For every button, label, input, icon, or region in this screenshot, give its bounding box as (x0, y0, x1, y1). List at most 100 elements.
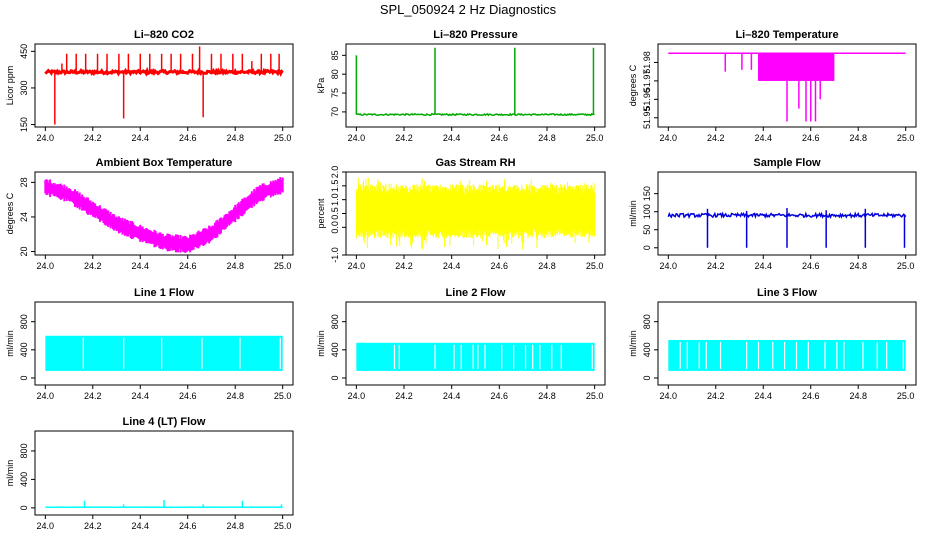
y-tick-label: 800 (330, 314, 340, 329)
x-tick-label: 25.0 (586, 391, 604, 401)
x-tick-label: 25.0 (897, 133, 915, 143)
series-fill (668, 339, 906, 371)
x-tick-label: 24.4 (754, 261, 772, 271)
x-tick-label: 24.8 (226, 133, 244, 143)
x-tick-label: 25.0 (586, 261, 604, 271)
chart-rh: Gas Stream RH 24.0 24.2 24.4 24.6 24.8 25.0 -1.… (316, 157, 606, 271)
series-line (356, 112, 595, 117)
y-tick-label: 51.95 (642, 107, 652, 130)
x-tick-label: 25.0 (897, 391, 915, 401)
page-title: SPL_050924 2 Hz Diagnostics (379, 2, 557, 17)
x-tick-label: 24.6 (179, 261, 197, 271)
y-tick-label: 0 (330, 375, 340, 380)
plot-frame (34, 430, 294, 516)
plot-frame (345, 301, 606, 386)
plot-frame (657, 43, 917, 128)
y-tick-label: 0 (642, 245, 652, 250)
y-axis-label: percent (316, 198, 326, 229)
x-tick-label: 24.6 (179, 133, 197, 143)
chart-title: Gas Stream RH (435, 157, 515, 169)
x-tick-label: 24.8 (849, 261, 867, 271)
chart-title: Li–820 Pressure (433, 29, 517, 41)
y-axis-label: ml/min (5, 330, 15, 357)
x-tick-label: 24.2 (707, 133, 725, 143)
data-layer (355, 177, 596, 250)
y-axis-label: ml/min (628, 330, 638, 357)
chart-title: Line 2 Flow (446, 287, 506, 299)
x-tick-label: 24.0 (37, 133, 55, 143)
y-tick-label: 50 (642, 225, 652, 235)
x-tick-label: 24.8 (538, 261, 556, 271)
x-tick-label: 24.4 (131, 391, 149, 401)
plot-frame (657, 301, 917, 386)
series-line (44, 66, 284, 77)
y-tick-label: 51.96 (642, 88, 652, 111)
y-tick-label: 150 (19, 117, 29, 132)
x-tick-label: 24.6 (802, 261, 820, 271)
y-tick-label: 51.97 (642, 70, 652, 93)
x-tick-label: 24.6 (491, 133, 509, 143)
plot-frame (657, 171, 917, 256)
chart-title: Line 4 (LT) Flow (123, 416, 206, 428)
x-tick-label: 24.6 (802, 391, 820, 401)
x-tick-label: 24.2 (84, 133, 102, 143)
data-layer (44, 46, 284, 125)
y-tick-label: 0 (19, 505, 29, 510)
y-tick-label: 800 (19, 443, 29, 458)
y-axis-label: ml/min (5, 460, 15, 487)
x-tick-label: 24.0 (37, 391, 55, 401)
y-tick-label: 400 (19, 342, 29, 357)
chart-title: Line 1 Flow (134, 287, 194, 299)
y-tick-label: 150 (642, 186, 652, 201)
x-tick-label: 24.0 (348, 133, 366, 143)
chart-title: Li–820 Temperature (735, 29, 838, 41)
data-layer (45, 500, 283, 509)
chart-line2: Line 2 Flow 24.0 24.2 24.4 24.6 24.8 25.0 0 400 8… (316, 287, 606, 401)
x-tick-label: 24.4 (754, 391, 772, 401)
y-tick-label: 85 (330, 50, 340, 60)
y-axis-label: kPa (316, 78, 326, 94)
x-tick-label: 25.0 (274, 133, 292, 143)
y-axis-label: ml/min (316, 330, 326, 357)
x-tick-label: 24.8 (226, 521, 244, 531)
y-tick-label: 100 (642, 204, 652, 219)
y-tick-label: 400 (642, 342, 652, 357)
x-tick-label: 24.8 (226, 261, 244, 271)
y-axis-label: degrees C (5, 192, 15, 234)
x-tick-label: 24.4 (754, 133, 772, 143)
y-tick-label: 75 (330, 88, 340, 98)
y-tick-label: 400 (19, 472, 29, 487)
y-tick-label: 800 (642, 314, 652, 329)
chart-line4: Line 4 (LT) Flow 24.0 24.2 24.4 24.6 24.8 25.0… (5, 416, 294, 531)
chart-line1: Line 1 Flow 24.0 24.2 24.4 24.6 24.8 25.0 0 400 8… (5, 287, 294, 401)
series-fill (45, 335, 283, 371)
chart-pressure: Li–820 Pressure 24.0 24.2 24.4 24.6 24.8 25.0 7… (316, 29, 606, 143)
x-tick-label: 24.2 (707, 261, 725, 271)
data-layer (356, 342, 595, 371)
y-tick-label: 800 (19, 314, 29, 329)
data-layer (355, 47, 595, 117)
plot-frame (345, 43, 606, 128)
plot-frame (34, 43, 294, 128)
data-layer (668, 52, 906, 122)
chart-title: Ambient Box Temperature (96, 157, 233, 169)
x-tick-label: 24.8 (849, 391, 867, 401)
x-tick-label: 24.6 (491, 391, 509, 401)
x-tick-label: 25.0 (274, 261, 292, 271)
x-tick-label: 24.0 (660, 391, 678, 401)
y-tick-label: 2.0 (330, 166, 340, 179)
series-fill (356, 342, 595, 371)
data-layer (667, 208, 907, 248)
x-tick-label: 24.4 (131, 261, 149, 271)
x-tick-label: 24.6 (802, 133, 820, 143)
chart-co2: Li–820 CO2 24.0 24.2 24.4 24.6 24.8 25.0 150 300… (5, 29, 294, 143)
x-tick-label: 24.4 (131, 521, 149, 531)
x-tick-label: 24.4 (443, 391, 461, 401)
chart-ambient: Ambient Box Temperature 24.0 24.2 24.4 24.6 2… (5, 157, 294, 271)
plot-frame (34, 301, 294, 386)
x-tick-label: 24.2 (395, 133, 413, 143)
x-tick-label: 24.8 (849, 133, 867, 143)
y-tick-label: 0.5 (330, 207, 340, 220)
x-tick-label: 25.0 (897, 261, 915, 271)
x-tick-label: 24.0 (348, 261, 366, 271)
